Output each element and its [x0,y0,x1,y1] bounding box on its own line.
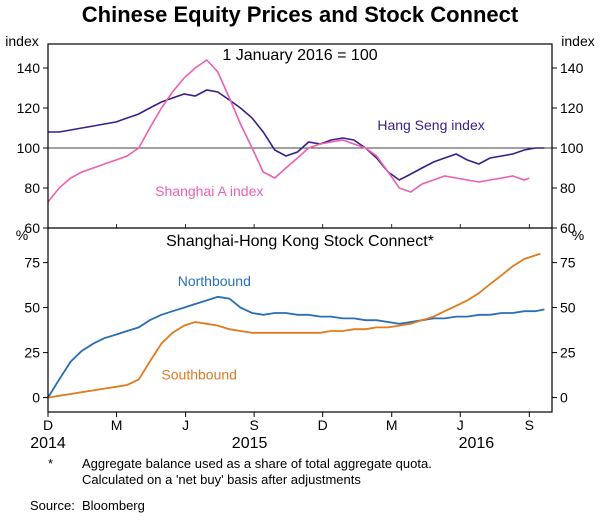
panel2-ytick-left: 0 [32,390,40,406]
panel2-ytick-left: 75 [24,255,40,271]
panel2-series-1 [48,254,540,398]
x-tick-month: M [111,417,123,433]
x-year-label: 2015 [232,435,268,452]
panel1-ylabel-left: index [5,33,38,49]
panel1-ylabel-right: index [561,33,594,49]
panel2-ytick-right: 75 [560,255,576,271]
panel1-ytick-left: 140 [17,60,41,76]
x-tick-month: J [457,417,464,433]
panel2-ytick-right: 50 [560,300,576,316]
x-tick-month: J [182,417,189,433]
panel2-ylabel-right: % [572,227,584,243]
panel2-series-label-1: Southbound [161,367,237,383]
x-tick-month: D [43,417,53,433]
panel1-ytick-left: 80 [24,180,40,196]
footnote-line: Calculated on a 'net buy' basis after ad… [82,472,361,487]
source-label: Source: [30,498,75,513]
panel2-ylabel-left: % [16,227,28,243]
footnote-line: Aggregate balance used as a share of tot… [82,456,432,471]
x-tick-month: S [249,417,258,433]
panel1-subtitle: 1 January 2016 = 100 [222,47,377,64]
x-tick-month: D [318,417,328,433]
panel2-ytick-left: 50 [24,300,40,316]
panel1-series-label-0: Hang Seng index [377,117,484,133]
panel2-subtitle: Shanghai-Hong Kong Stock Connect* [166,233,434,250]
panel1-series-label-1: Shanghai A index [155,183,263,199]
panel2-ytick-right: 25 [560,345,576,361]
x-tick-month: S [525,417,534,433]
panel2-ytick-left: 25 [24,345,40,361]
panel1-ytick-right: 140 [560,60,584,76]
panel2-ytick-right: 0 [560,390,568,406]
x-year-label: 2014 [30,435,66,452]
x-year-label: 2016 [459,435,495,452]
x-tick-month: M [386,417,398,433]
footnote-marker: * [48,456,53,471]
chart-root: Chinese Equity Prices and Stock Connect 1… [0,0,600,522]
panel1-ytick-right: 100 [560,140,584,156]
chart-svg: Chinese Equity Prices and Stock Connect 1… [0,0,600,522]
panel1-ytick-right: 120 [560,100,584,116]
source-text: Bloomberg [82,498,145,513]
panel1-series-0 [48,90,544,180]
panel2-series-label-0: Northbound [178,273,251,289]
panel2-series-0 [48,297,544,398]
chart-title: Chinese Equity Prices and Stock Connect [82,2,519,27]
panel1-ytick-left: 120 [17,100,41,116]
panel1-ytick-right: 80 [560,180,576,196]
panel1-ytick-left: 100 [17,140,41,156]
